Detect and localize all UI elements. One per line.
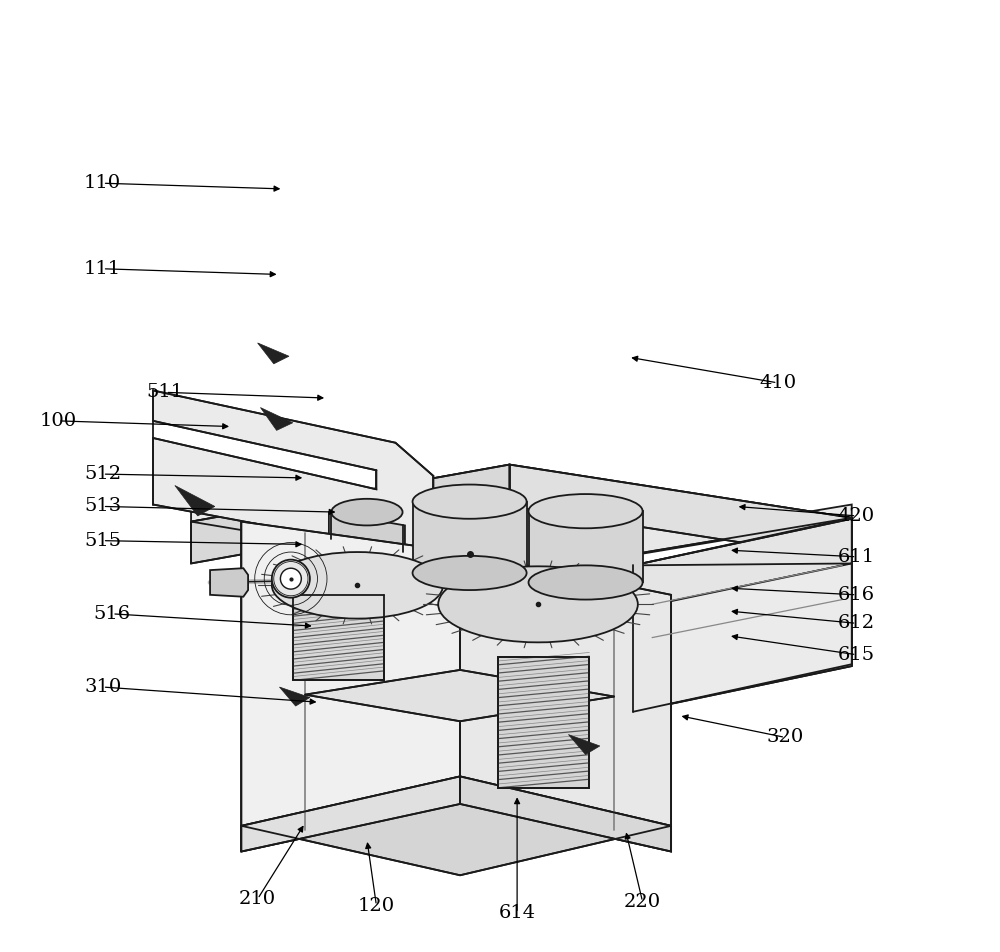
Text: 120: 120 xyxy=(358,897,395,915)
Polygon shape xyxy=(241,777,460,851)
Polygon shape xyxy=(175,486,215,516)
Text: 420: 420 xyxy=(838,506,875,525)
Polygon shape xyxy=(191,465,852,575)
Polygon shape xyxy=(460,552,671,851)
Ellipse shape xyxy=(272,552,443,619)
Text: 220: 220 xyxy=(624,893,661,911)
Polygon shape xyxy=(529,511,643,583)
Text: 310: 310 xyxy=(84,678,121,696)
Polygon shape xyxy=(191,505,852,576)
Ellipse shape xyxy=(331,499,403,526)
Polygon shape xyxy=(460,777,671,851)
Text: 513: 513 xyxy=(84,497,121,515)
Text: 611: 611 xyxy=(838,547,875,565)
Ellipse shape xyxy=(438,566,638,643)
Text: 111: 111 xyxy=(84,260,121,278)
Polygon shape xyxy=(210,568,248,597)
Text: 615: 615 xyxy=(838,645,875,664)
Text: 512: 512 xyxy=(84,466,121,483)
Polygon shape xyxy=(498,657,589,788)
Text: 320: 320 xyxy=(767,728,804,746)
Text: 614: 614 xyxy=(499,904,536,922)
Ellipse shape xyxy=(272,560,310,598)
Text: 616: 616 xyxy=(838,585,875,604)
Polygon shape xyxy=(329,512,405,552)
Polygon shape xyxy=(633,519,852,609)
Ellipse shape xyxy=(529,565,643,600)
Polygon shape xyxy=(258,343,289,364)
Text: 410: 410 xyxy=(759,374,796,392)
Ellipse shape xyxy=(413,556,527,590)
Text: 515: 515 xyxy=(84,531,121,549)
Text: 110: 110 xyxy=(84,174,121,192)
Text: 100: 100 xyxy=(39,412,77,430)
Polygon shape xyxy=(633,564,852,712)
Text: 516: 516 xyxy=(94,605,131,623)
Polygon shape xyxy=(293,595,384,681)
Polygon shape xyxy=(568,735,600,755)
Polygon shape xyxy=(153,390,433,557)
Text: 612: 612 xyxy=(838,614,875,632)
Polygon shape xyxy=(241,522,460,851)
Polygon shape xyxy=(510,465,852,560)
Polygon shape xyxy=(305,670,614,722)
Ellipse shape xyxy=(280,568,301,589)
Polygon shape xyxy=(279,687,310,706)
Polygon shape xyxy=(413,502,527,573)
Text: 210: 210 xyxy=(239,890,276,908)
Polygon shape xyxy=(191,465,510,564)
Polygon shape xyxy=(241,777,671,875)
Text: 511: 511 xyxy=(147,384,184,402)
Ellipse shape xyxy=(529,494,643,528)
Ellipse shape xyxy=(413,485,527,519)
Polygon shape xyxy=(260,407,293,430)
